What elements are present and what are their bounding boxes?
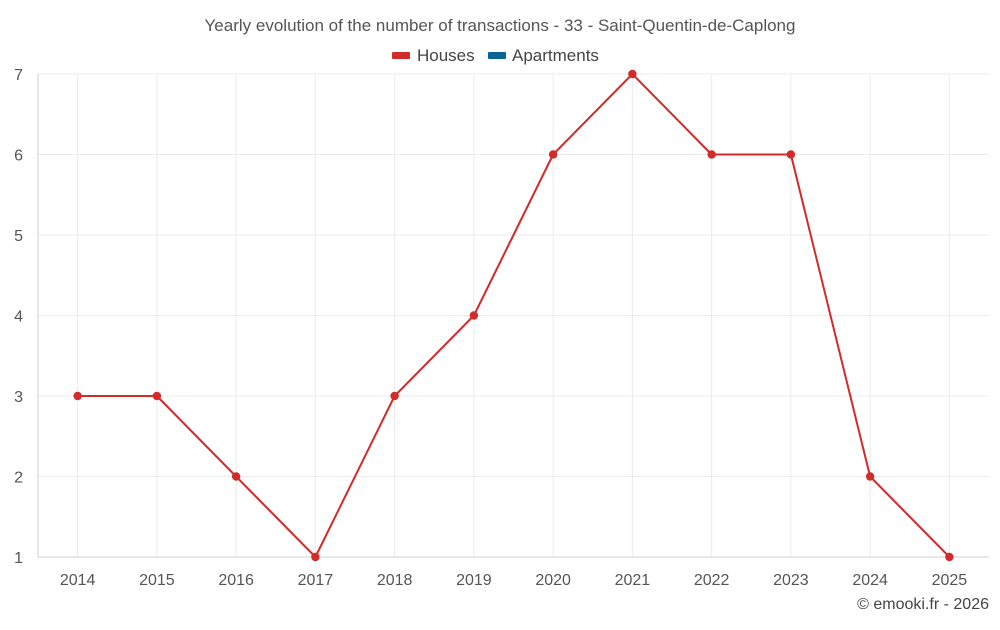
series-line-houses xyxy=(77,73,951,558)
data-point-houses-2016[interactable] xyxy=(231,472,241,481)
data-point-houses-2015[interactable] xyxy=(152,391,162,401)
axes: 1 2 3 4 5 6 7 2014 2015 2016 2017 2018 2019 2020 2021 2… xyxy=(14,67,989,589)
credit-text: © emooki.fr - 2026 xyxy=(857,596,989,613)
legend-item-houses[interactable]: Houses xyxy=(392,46,475,65)
x-tick-label: 2017 xyxy=(298,572,334,589)
x-tick-label: 2020 xyxy=(535,572,571,589)
y-tick-label: 6 xyxy=(14,148,23,165)
data-point-houses-2020[interactable] xyxy=(548,150,558,159)
data-point-houses-2018[interactable] xyxy=(390,391,399,401)
x-tick-label: 2025 xyxy=(932,572,968,589)
data-point-houses-2021[interactable] xyxy=(628,69,637,79)
x-tick-label: 2022 xyxy=(694,572,730,589)
y-tick-label: 5 xyxy=(14,228,23,245)
x-tick-label: 2015 xyxy=(139,572,175,589)
x-tick-label: 2023 xyxy=(773,572,809,589)
legend-label-houses: Houses xyxy=(417,46,475,65)
legend-swatch-apartments xyxy=(488,52,506,59)
data-point-houses-2019[interactable] xyxy=(469,311,479,320)
x-tick-label: 2018 xyxy=(377,572,413,589)
data-point-houses-2025[interactable] xyxy=(945,552,954,562)
y-tick-label: 2 xyxy=(14,470,23,487)
legend-item-apartments[interactable]: Apartments xyxy=(488,46,599,65)
x-tick-label: 2014 xyxy=(60,572,96,589)
data-point-houses-2023[interactable] xyxy=(786,150,796,159)
data-point-houses-2014[interactable] xyxy=(73,391,82,401)
data-point-houses-2024[interactable] xyxy=(865,472,875,481)
y-tick-label: 7 xyxy=(14,67,23,84)
y-tick-label: 1 xyxy=(14,550,23,567)
y-tick-label: 3 xyxy=(14,389,23,406)
series-layer xyxy=(73,69,954,562)
x-tick-label: 2021 xyxy=(615,572,651,589)
grid xyxy=(38,73,989,557)
legend-label-apartments: Apartments xyxy=(512,46,599,65)
y-tick-label: 4 xyxy=(14,309,23,326)
data-point-houses-2017[interactable] xyxy=(311,552,320,562)
legend: Houses Apartments xyxy=(392,46,599,65)
x-tick-label: 2016 xyxy=(218,572,254,589)
data-point-houses-2022[interactable] xyxy=(707,150,716,159)
legend-swatch-houses xyxy=(392,52,410,59)
x-tick-label: 2019 xyxy=(456,572,492,589)
x-tick-label: 2024 xyxy=(852,572,888,589)
chart-title: Yearly evolution of the number of transa… xyxy=(205,16,796,35)
